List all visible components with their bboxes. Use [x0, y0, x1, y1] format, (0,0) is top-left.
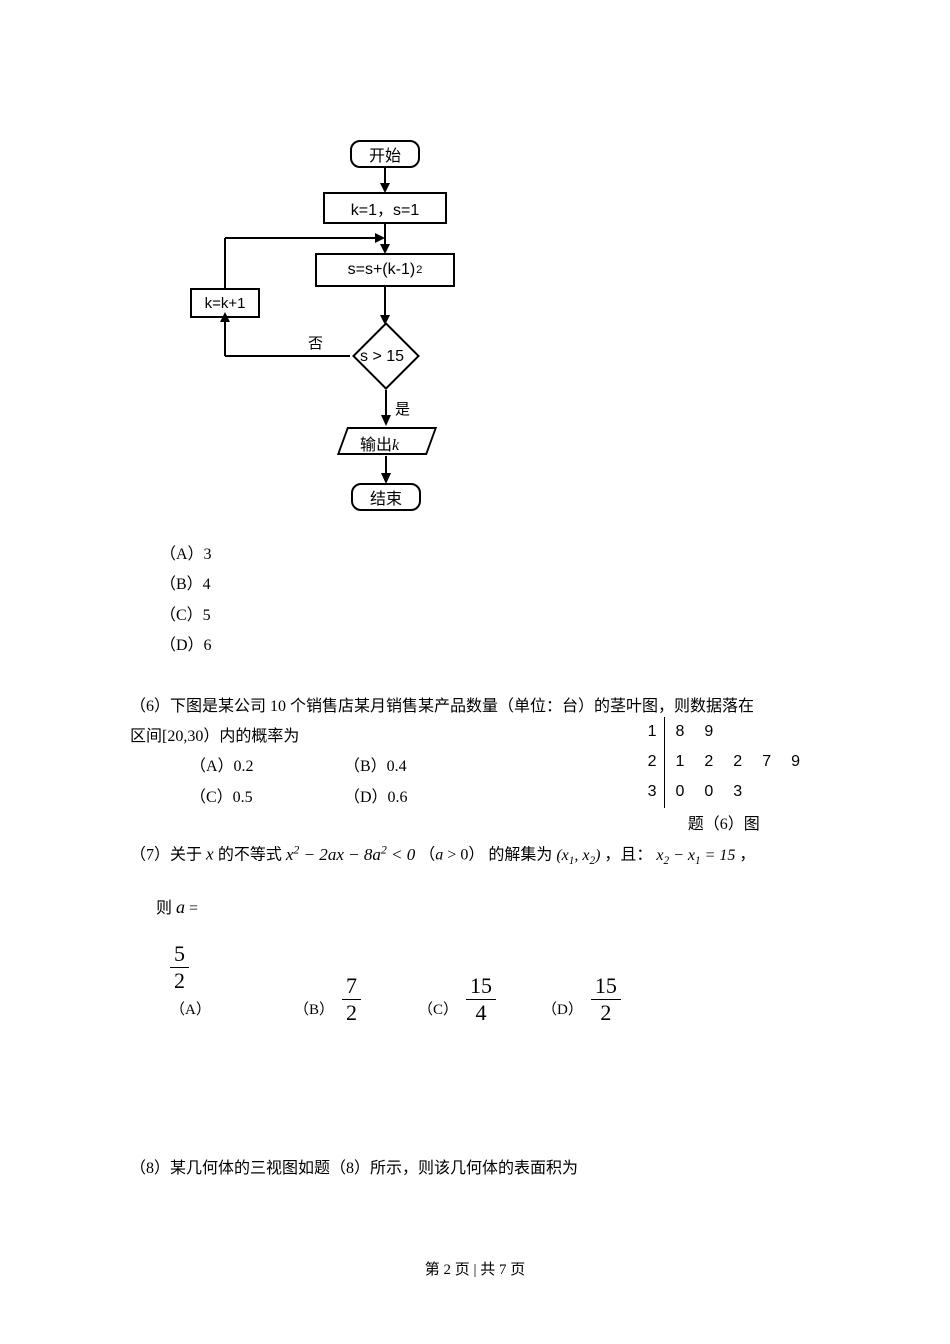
q7-line1: （7）关于 x 的不等式 x2 − 2ax − 8a2 < 0 （a > 0） …: [130, 838, 820, 872]
q6: （6）下图是某公司 10 个销售店某月销售某产品数量（单位：台）的茎叶图，则数据…: [130, 692, 820, 814]
q6-opt-d: （D）0.6: [344, 783, 494, 813]
q8: （8）某几何体的三视图如题（8）所示，则该几何体的表面积为: [130, 1154, 820, 1184]
q5-choices: （A）3 （B）4 （C）5 （D）6: [160, 540, 820, 662]
page-footer: 第 2 页 | 共 7 页: [0, 1258, 950, 1279]
stem-leaf-caption: 题（6）图: [638, 810, 810, 840]
q5-choice-b: （B）4: [160, 570, 820, 600]
q7: （7）关于 x 的不等式 x2 − 2ax − 8a2 < 0 （a > 0） …: [130, 838, 820, 1024]
flow-output: 输出k: [360, 431, 399, 455]
q6-opt-b: （B）0.4: [344, 752, 494, 782]
flowchart: 开始 k=1，s=1 s=s+(k-1)2 k=k+1 s > 15 否 是 输…: [190, 140, 500, 520]
q7-opt-b: （B） 72: [294, 975, 414, 1024]
q6-opt-a: （A）0.2: [190, 752, 340, 782]
q7-opts: 52 （A） （B） 72 （C） 154 （D） 152: [170, 943, 820, 1025]
q7-opt-c: （C） 154: [418, 975, 538, 1024]
q7-line2: 则 a =: [156, 890, 820, 924]
q7-opt-d: （D） 152: [542, 975, 662, 1024]
flow-yes: 是: [395, 398, 410, 419]
q5-choice-a: （A）3: [160, 540, 820, 570]
q8-text: （8）某几何体的三视图如题（8）所示，则该几何体的表面积为: [130, 1154, 820, 1184]
flow-edges: [190, 140, 500, 520]
flow-end: 结束: [351, 483, 421, 511]
q5-choice-d: （D）6: [160, 631, 820, 661]
q5-choice-c: （C）5: [160, 601, 820, 631]
stem-leaf-plot: 189 212279 3003 题（6）图: [638, 717, 810, 841]
q6-opt-c: （C）0.5: [190, 783, 340, 813]
flow-no: 否: [308, 332, 323, 353]
q7-opt-a: 52 （A）: [170, 943, 290, 1025]
